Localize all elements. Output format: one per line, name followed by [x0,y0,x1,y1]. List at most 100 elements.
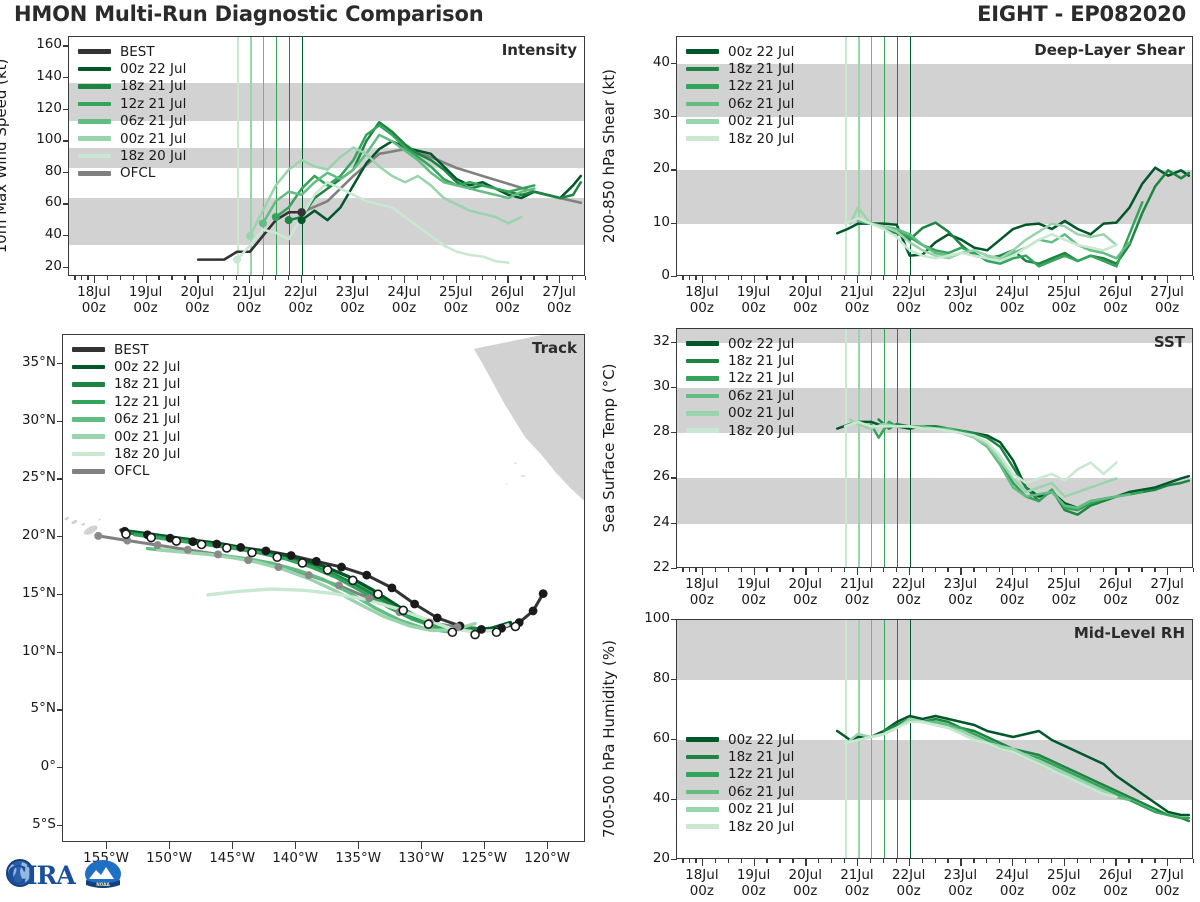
x-tick-minor [1193,859,1195,863]
y-tick-label: 60 [652,730,670,746]
x-tick-minor [1076,276,1078,280]
x-tick-minor [973,568,975,572]
x-tick-mark [908,859,910,866]
y-tick-label: 28 [652,423,670,440]
x-tick-minor [1089,859,1091,863]
x-tick-minor [740,276,742,280]
x-tick-minor [947,859,949,863]
x-tick-label: 150°W [146,850,193,866]
init-time-line [896,37,899,275]
x-tick-mark [701,859,704,866]
shaded-band [69,82,584,121]
x-tick-minor [287,276,290,280]
legend-color-swatch [72,382,105,387]
y-tick-label: 60 [44,194,62,211]
x-tick-minor [533,276,535,280]
x-tick-minor [236,276,238,280]
x-tick-minor [223,276,225,280]
x-tick-label: 27Jul 00z [542,284,576,316]
legend-color-swatch [78,49,111,54]
x-tick-minor [210,276,212,280]
x-tick-minor [365,276,367,280]
x-tick-minor [468,276,470,280]
x-tick-minor [844,859,846,863]
x-tick-minor [986,276,988,280]
x-tick-label: 19Jul 00z [736,867,771,899]
y-axis-label-sst: Sea Surface Temp (°C) [600,363,618,533]
x-tick-label: 27Jul 00z [1150,284,1184,316]
panel-title-shear: Deep-Layer Shear [1034,41,1185,59]
legend-entry: 00z 21 Jul [686,113,794,130]
legend-entry: 18z 21 Jul [78,78,186,95]
x-tick-label: 18Jul 00z [685,576,719,608]
x-tick-minor [766,568,768,572]
x-tick-minor [792,859,794,863]
legend-entry: 12z 21 Jul [72,393,180,410]
x-tick-minor [1102,859,1104,863]
x-tick-mark [753,568,755,575]
legend-label: 18z 20 Jul [120,148,187,165]
x-tick-minor [1024,859,1027,863]
init-time-line [870,620,873,858]
legend-entry: 00z 21 Jul [78,130,186,147]
legend-entry: 18z 21 Jul [686,352,794,369]
y-tick-mark [57,709,63,711]
init-time-line [275,37,278,275]
shaded-band [677,63,1192,117]
x-tick-mark [960,859,962,866]
x-tick-minor [831,276,833,280]
legend-entry: 00z 22 Jul [686,335,794,352]
x-tick-minor [695,859,697,863]
x-tick-minor [1128,859,1130,863]
legend-color-swatch [78,101,111,107]
x-tick-mark [701,276,704,283]
x-tick-minor [1141,276,1143,280]
legend-label: 06z 21 Jul [728,783,795,800]
x-tick-mark [404,276,406,283]
x-tick-mark [1167,276,1169,283]
x-tick-minor [869,568,872,572]
legend-color-swatch [78,66,111,72]
x-tick-mark [1115,859,1117,866]
panel-title-intensity: Intensity [501,41,577,59]
legend-color-swatch [686,428,719,433]
x-tick-minor [171,276,173,280]
x-tick-minor [740,859,742,863]
init-time-line [288,37,291,275]
x-tick-minor [481,276,483,280]
shaded-band [677,620,1192,680]
x-tick-minor [934,568,936,572]
legend-label: 00z 21 Jul [120,130,187,147]
x-tick-label: 22Jul 00z [283,284,318,316]
init-time-line [883,329,886,567]
legend-entry: 00z 21 Jul [686,801,794,818]
x-tick-minor [882,859,885,863]
x-tick-minor [999,568,1001,572]
y-tick-mark [57,766,63,769]
x-tick-mark [248,276,251,283]
y-tick-label: 22 [652,559,670,575]
x-tick-mark [701,568,704,575]
init-time-line [870,329,873,567]
legend-track: BEST 00z 22 Jul 18z 21 Jul 12z 21 Jul 06z 21… [72,341,180,480]
x-tick-mark [547,842,549,849]
x-tick-minor [106,276,109,280]
x-tick-minor [1024,568,1027,572]
x-tick-minor [74,276,76,280]
x-tick-minor [1180,276,1182,280]
y-tick-mark [671,739,677,741]
y-tick-mark [671,62,677,64]
x-tick-label: 21Jul 00z [840,867,874,899]
x-tick-label: 22Jul 00z [891,867,926,899]
legend-label: 00z 22 Jul [728,43,795,60]
init-time-line [845,329,847,567]
x-tick-label: 18Jul 00z [685,284,719,316]
x-tick-minor [1180,859,1182,863]
legend-color-swatch [686,66,719,72]
init-time-line [870,37,873,275]
x-tick-minor [882,276,885,280]
legend-entry: 00z 21 Jul [72,428,180,445]
legend-color-swatch [72,364,105,370]
x-tick-minor [831,859,833,863]
x-tick-minor [1076,859,1078,863]
